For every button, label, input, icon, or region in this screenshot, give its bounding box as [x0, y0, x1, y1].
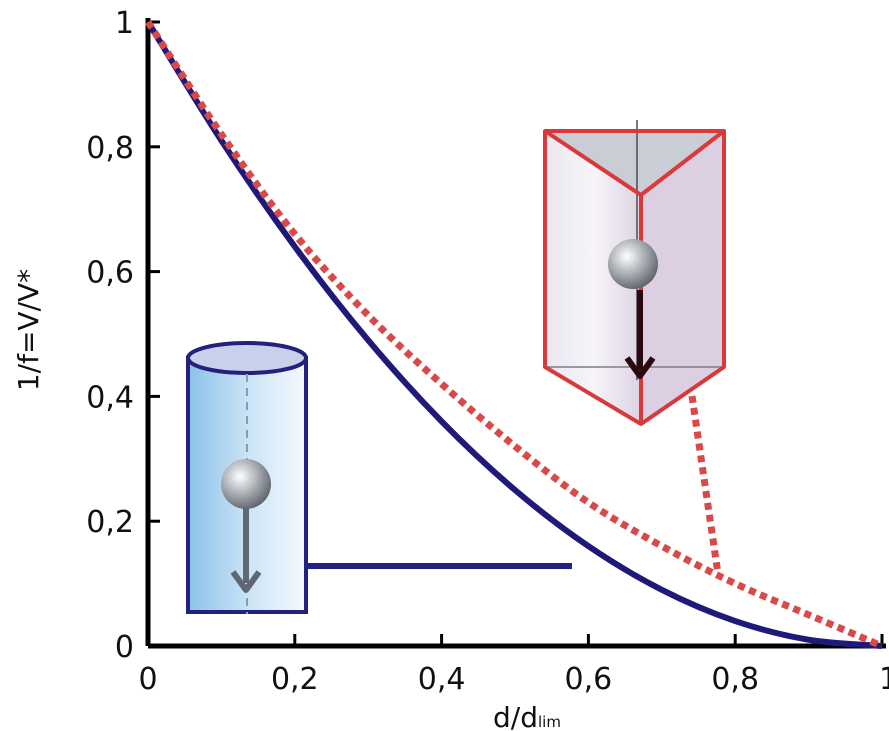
x-tick-label: 0,2: [271, 662, 319, 697]
cylinder-inset: [186, 341, 572, 614]
x-tick-label: 0,4: [418, 662, 466, 697]
cylinder-top: [186, 341, 308, 375]
y-tick-label: 0,8: [86, 131, 134, 166]
x-axis-label-subscript: lim: [538, 713, 561, 731]
x-tick-label: 0,8: [711, 662, 759, 697]
x-tick-label: 1: [879, 662, 889, 697]
y-tick-label: 0,6: [86, 256, 134, 291]
prism-outline-top: [543, 129, 726, 197]
x-axis-label: d/dlim: [493, 701, 561, 731]
cylinder-ball: [221, 459, 271, 509]
series-line-dotted: [145, 20, 884, 650]
prism-arrow-head-icon: [624, 356, 656, 379]
prism-inset: [543, 120, 726, 575]
prism-right-face: [641, 131, 724, 424]
x-tick-label: 0,6: [565, 662, 613, 697]
y-tick-label: 0,4: [86, 380, 134, 415]
prism-pointer: [688, 395, 722, 575]
prism-top-face: [545, 131, 724, 195]
y-tick-label: 1: [115, 6, 134, 41]
x-tick-label: 0: [138, 662, 157, 697]
prism-left-face: [545, 131, 641, 424]
series-line-solid: [145, 20, 883, 649]
prism-ball: [608, 239, 658, 289]
cylinder-arrow-head-icon: [230, 570, 262, 593]
y-tick-label: 0,2: [86, 505, 134, 540]
y-tick-label: 0: [115, 630, 134, 665]
plot-area: 0 0,2 0,4 0,6 0,8 1 0 0,2 0,4 0,6 0,8 1: [86, 6, 889, 697]
y-axis-label: 1/f=V/V*: [12, 269, 45, 391]
